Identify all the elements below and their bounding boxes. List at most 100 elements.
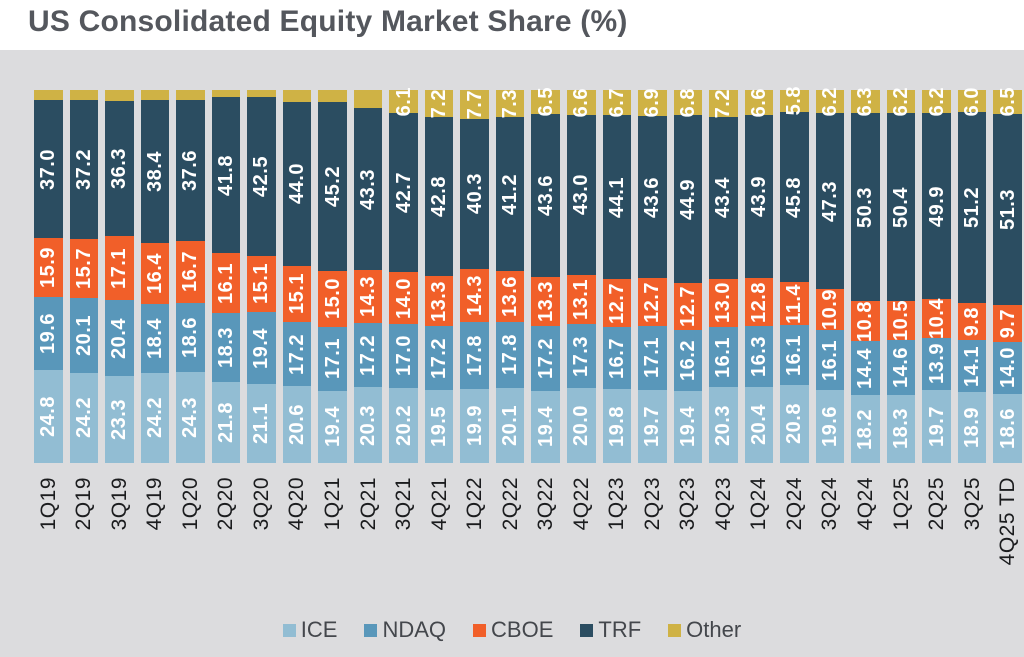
bar-segment-trf: 43.6 [638, 115, 667, 279]
x-tick-label: 4Q22 [569, 477, 593, 531]
x-tick-3q23: 3Q23 [674, 477, 703, 617]
legend-label: CBOE [491, 617, 554, 642]
bar-segment-ndaq: 17.3 [566, 323, 596, 389]
bar-segment-cboe: 15.1 [247, 255, 276, 312]
segment-value-label: 45.2 [321, 166, 344, 208]
legend-swatch-trf [580, 623, 594, 637]
bar-segment-ice: 21.8 [211, 381, 241, 463]
legend-label: ICE [300, 617, 338, 642]
bar-2q19: 37.2 15.7 20.1 24.2 [69, 90, 99, 463]
bar-segment-ice: 18.9 [957, 392, 987, 463]
segment-value-label: 12.7 [641, 281, 664, 323]
bar-segment-other [353, 90, 383, 109]
legend-label: TRF [598, 617, 642, 642]
bar-segment-other: 7.2 [424, 89, 454, 118]
bar-segment-ndaq: 18.6 [176, 302, 205, 373]
segment-value-label: 14.0 [996, 347, 1019, 389]
bar-segment-trf: 50.3 [851, 113, 880, 302]
bar-segment-cboe: 13.3 [531, 276, 560, 327]
segment-value-label: 38.4 [143, 150, 166, 192]
bar-4q23: 7.2 43.4 13.0 16.1 20.3 [709, 89, 738, 463]
bar-1q25: 6.2 50.4 10.5 14.6 18.3 [886, 87, 916, 463]
x-tick-label: 3Q23 [676, 477, 700, 531]
segment-value-label: 20.4 [747, 404, 770, 446]
segment-value-label: 19.6 [37, 313, 60, 355]
segment-value-label: 17.8 [463, 335, 486, 377]
x-tick-1q19: 1Q19 [34, 477, 63, 617]
bar-segment-ndaq: 17.2 [424, 326, 454, 391]
bar-segment-ice: 21.1 [247, 384, 276, 463]
segment-value-label: 40.3 [463, 173, 486, 215]
bar-segment-ice: 18.2 [851, 395, 880, 463]
segment-value-label: 43.9 [747, 176, 770, 217]
bar-segment-trf: 43.3 [353, 108, 383, 270]
segment-value-label: 24.3 [179, 397, 202, 439]
x-tick-2q23: 2Q23 [638, 477, 667, 617]
x-tick-1q21: 1Q21 [318, 477, 347, 617]
bar-segment-ndaq: 14.6 [886, 340, 916, 395]
bar-segment-other [176, 90, 205, 101]
bar-segment-trf: 47.3 [815, 113, 845, 290]
x-tick-2q20: 2Q20 [212, 477, 241, 617]
segment-value-label: 20.8 [783, 403, 806, 445]
x-tick-label: 1Q20 [178, 477, 202, 531]
x-tick-2q25: 2Q25 [922, 477, 951, 617]
segment-value-label: 7.3 [499, 88, 522, 119]
bar-segment-ndaq: 13.9 [922, 337, 951, 390]
segment-value-label: 13.3 [534, 281, 557, 323]
bar-segment-cboe: 14.0 [389, 272, 418, 325]
segment-value-label: 17.1 [641, 337, 664, 379]
segment-value-label: 44.1 [605, 176, 628, 218]
bar-segment-ice: 19.6 [815, 389, 845, 464]
segment-value-label: 12.7 [676, 286, 699, 327]
segment-value-label: 43.3 [357, 168, 380, 210]
x-tick-label: 1Q25 [889, 477, 913, 531]
bar-3q19: 36.3 17.1 20.4 23.3 [105, 90, 134, 463]
segment-value-label: 17.1 [321, 338, 344, 380]
x-tick-label: 3Q25 [960, 477, 984, 531]
bar-segment-ndaq: 16.1 [709, 327, 738, 388]
x-tick-label: 4Q24 [853, 477, 877, 531]
segment-value-label: 6.6 [747, 87, 770, 117]
segment-value-label: 16.3 [747, 336, 770, 377]
bar-4q21: 7.2 42.8 13.3 17.2 19.5 [424, 89, 454, 463]
x-tick-label: 4Q23 [711, 477, 735, 531]
x-tick-label: 3Q22 [534, 477, 558, 531]
segment-value-label: 16.7 [179, 251, 202, 293]
bar-segment-ice: 24.2 [69, 372, 99, 463]
bar-2q21: 43.3 14.3 17.2 20.3 [353, 90, 383, 463]
x-tick-2q22: 2Q22 [496, 477, 525, 617]
bar-segment-cboe: 16.1 [211, 253, 241, 314]
bar-segment-other: 5.8 [780, 86, 809, 115]
segment-value-label: 17.2 [285, 333, 308, 375]
bar-segment-ndaq: 17.2 [353, 323, 383, 388]
bar-segment-ndaq: 17.2 [531, 326, 560, 391]
legend-item-other: Other [668, 617, 741, 643]
legend-item-ndaq: NDAQ [364, 617, 446, 643]
segment-value-label: 5.8 [783, 86, 806, 116]
segment-value-label: 14.4 [854, 347, 877, 389]
segment-value-label: 6.8 [676, 88, 699, 118]
title-band [0, 0, 1024, 50]
segment-value-label: 18.9 [961, 407, 984, 449]
segment-value-label: 13.3 [428, 280, 451, 322]
bar-segment-cboe: 15.7 [69, 239, 99, 298]
legend-swatch-cboe [473, 623, 487, 637]
bar-segment-cboe: 13.1 [566, 274, 596, 324]
bar-segment-ndaq: 16.1 [780, 324, 809, 386]
segment-value-label: 41.8 [214, 154, 237, 196]
bar-segment-ndaq: 18.3 [211, 313, 241, 382]
segment-value-label: 19.6 [818, 406, 841, 447]
legend-label: Other [686, 617, 742, 642]
segment-value-label: 14.0 [392, 277, 415, 319]
bar-segment-trf: 51.3 [993, 114, 1022, 306]
bar-segment-ndaq: 17.1 [318, 326, 347, 391]
segment-value-label: 20.3 [712, 404, 735, 446]
x-tick-label: 1Q22 [463, 477, 487, 531]
segment-value-label: 15.0 [321, 278, 344, 320]
segment-value-label: 11.4 [783, 283, 806, 324]
segment-value-label: 12.8 [747, 281, 770, 323]
x-tick-2q21: 2Q21 [354, 477, 383, 617]
segment-value-label: 51.3 [996, 189, 1019, 231]
segment-value-label: 20.4 [108, 317, 131, 359]
